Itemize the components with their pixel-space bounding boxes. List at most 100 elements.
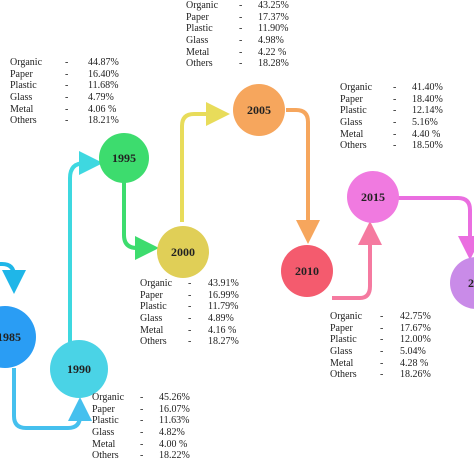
dash: - — [393, 82, 397, 93]
node-1985: 1985 — [0, 306, 36, 368]
dash: - — [393, 140, 397, 152]
material-percent: 17.67% — [400, 322, 431, 334]
material-name: Plastic — [186, 23, 213, 35]
material-percent: 4.89% — [208, 313, 234, 325]
material-name: Glass — [186, 35, 209, 47]
dash: - — [65, 103, 69, 115]
node-2010: 2010 — [281, 245, 333, 297]
node-2020: 2020 — [450, 257, 474, 309]
material-name: Glass — [92, 427, 115, 439]
material-name: Organic — [10, 57, 43, 68]
material-name: Plastic — [140, 301, 167, 313]
material-percent: 42.75% — [400, 311, 431, 322]
dash: - — [188, 336, 192, 348]
material-name: Paper — [186, 11, 209, 23]
node-label-1990: 1990 — [67, 362, 91, 376]
material-name: Plastic — [92, 415, 119, 427]
material-percent: 11.68% — [88, 80, 119, 92]
material-name: Others — [140, 336, 167, 348]
dash: - — [188, 301, 192, 313]
material-percent: 18.50% — [412, 140, 443, 152]
material-percent: 11.63% — [159, 415, 190, 427]
material-name: Plastic — [330, 334, 357, 346]
dash: - — [393, 105, 397, 117]
connector-2000-to-2005 — [180, 102, 230, 222]
material-name: Metal — [10, 103, 34, 115]
dash: - — [239, 0, 243, 11]
material-name: Plastic — [340, 105, 367, 117]
dash: - — [65, 57, 69, 68]
node-2000: 2000 — [157, 226, 209, 278]
node-2015: 2015 — [347, 171, 399, 223]
material-name: Metal — [186, 46, 210, 58]
material-percent: 12.14% — [412, 105, 443, 117]
material-percent: 4.40 % — [412, 128, 441, 140]
node-1990: 1990 — [50, 340, 108, 398]
dash: - — [239, 23, 243, 35]
dash: - — [188, 289, 192, 301]
connector-2010-to-2015 — [332, 221, 382, 300]
dash: - — [239, 35, 243, 47]
dash: - — [140, 392, 144, 403]
material-percent: 16.99% — [208, 289, 239, 301]
material-name: Others — [340, 140, 367, 152]
material-name: Metal — [330, 357, 354, 369]
material-percent: 4.98% — [258, 35, 284, 47]
connector-1985-to-1990 — [12, 368, 92, 430]
material-percent: 41.40% — [412, 82, 443, 93]
material-name: Plastic — [10, 80, 37, 92]
dash: - — [140, 438, 144, 450]
material-percent: 4.82% — [159, 427, 185, 439]
dash: - — [188, 278, 192, 289]
dash: - — [140, 403, 144, 415]
material-name: Organic — [330, 311, 363, 322]
dash: - — [380, 334, 384, 346]
material-percent: 4.00 % — [159, 438, 188, 450]
dash: - — [65, 68, 69, 80]
material-percent: 43.25% — [258, 0, 289, 11]
dash: - — [380, 357, 384, 369]
material-name: Glass — [330, 346, 353, 358]
material-name: Glass — [140, 313, 163, 325]
material-percent: 4.79% — [88, 92, 114, 104]
material-name: Organic — [92, 392, 125, 403]
material-percent: 18.21% — [88, 115, 119, 127]
material-percent: 11.90% — [258, 23, 289, 35]
node-label-1995: 1995 — [112, 151, 136, 165]
material-percent: 4.22 % — [258, 46, 287, 58]
material-name: Others — [92, 450, 119, 462]
node-label-2000: 2000 — [171, 245, 195, 259]
material-name: Others — [186, 58, 213, 70]
dash: - — [140, 427, 144, 439]
connector-2005-to-2010 — [286, 108, 320, 244]
dash: - — [65, 92, 69, 104]
material-percent: 17.37% — [258, 11, 289, 23]
material-name: Paper — [330, 322, 353, 334]
dash: - — [393, 128, 397, 140]
material-percent: 4.16 % — [208, 324, 237, 336]
material-name: Organic — [340, 82, 373, 93]
dash: - — [239, 11, 243, 23]
node-label-2020: 2020 — [468, 276, 474, 290]
material-name: Organic — [140, 278, 173, 289]
material-name: Glass — [10, 92, 33, 104]
dash: - — [140, 450, 144, 462]
node-label-2010: 2010 — [295, 264, 319, 278]
dash: - — [239, 58, 243, 70]
material-name: Paper — [340, 93, 363, 105]
material-percent: 5.04% — [400, 346, 426, 358]
node-label-2005: 2005 — [247, 103, 271, 117]
dash: - — [65, 115, 69, 127]
dash: - — [393, 93, 397, 105]
material-name: Paper — [92, 403, 115, 415]
node-label-1985: 1985 — [0, 330, 21, 344]
material-percent: 18.26% — [400, 369, 431, 381]
material-percent: 43.91% — [208, 278, 239, 289]
dash: - — [380, 346, 384, 358]
dash: - — [188, 313, 192, 325]
dash: - — [380, 369, 384, 381]
material-percent: 16.07% — [159, 403, 190, 415]
material-name: Glass — [340, 117, 363, 129]
material-percent: 16.40% — [88, 68, 119, 80]
material-percent: 45.26% — [159, 392, 190, 403]
